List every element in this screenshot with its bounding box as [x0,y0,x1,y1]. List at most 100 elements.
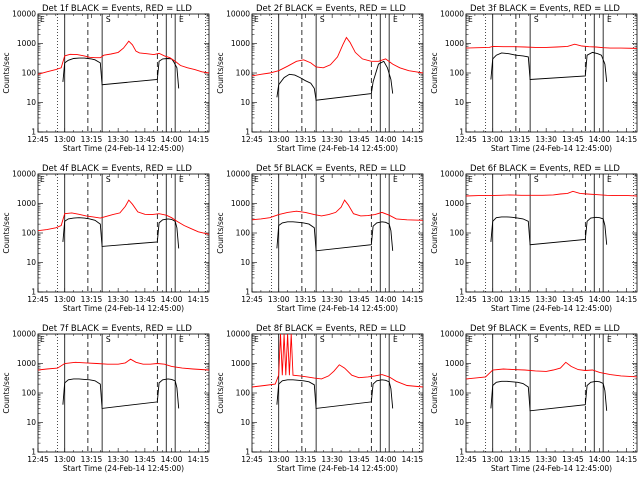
x-tick-label: 14:15 [616,455,638,464]
chart-panel-5: 1 10 100 1000 10000 12:45 13:00 13:15 13:30 13:45… [216,164,424,313]
x-tick-label: 14:15 [402,135,424,144]
y-tick-label: 10 [26,98,36,107]
marker-label: E [179,15,184,24]
x-tick-label: 13:00 [54,135,76,144]
x-tick-label: 13:30 [535,455,557,464]
y-tick-label: 100 [22,389,37,398]
x-tick-label: 13:45 [134,135,156,144]
chart-title: Det 9f BLACK = Events, RED = LLD [470,324,620,334]
marker-label: S [106,335,111,344]
x-tick-label: 12:45 [455,455,477,464]
x-axis-label: Start Time (24-Feb-14 12:45:00) [491,464,612,473]
y-tick-label: 1000 [445,199,464,208]
series-events-line [490,216,608,246]
series-events-line [276,60,394,101]
x-tick-label: 13:00 [54,295,76,304]
marker-label: S [320,175,325,184]
series-events-line [490,51,608,82]
x-tick-label: 13:15 [81,455,103,464]
x-tick-label: 13:00 [482,455,504,464]
y-tick-label: 1000 [17,39,36,48]
marker-label: E [40,15,45,24]
x-tick-label: 12:45 [241,135,263,144]
x-tick-label: 13:45 [134,295,156,304]
y-tick-label: 100 [450,69,465,78]
plot-frame [251,173,424,293]
x-tick-label: 13:45 [348,455,370,464]
x-tick-label: 13:00 [268,295,290,304]
x-tick-label: 13:15 [81,295,103,304]
y-tick-label: 1 [245,288,250,297]
y-tick-label: 1 [31,448,36,457]
y-tick-label: 1000 [17,199,36,208]
y-tick-label: 100 [236,69,251,78]
x-tick-label: 12:45 [27,135,49,144]
series-lld-line [251,199,424,221]
series-lld-line [465,190,638,197]
x-tick-label: 13:30 [107,295,129,304]
x-axis-label: Start Time (24-Feb-14 12:45:00) [491,304,612,313]
marker-label: E [393,15,398,24]
x-tick-label: 12:45 [27,455,49,464]
y-tick-label: 10 [454,98,464,107]
y-tick-label: 100 [450,229,465,238]
x-tick-label: 13:30 [321,135,343,144]
y-tick-label: 10000 [226,330,250,339]
x-tick-label: 14:15 [188,135,210,144]
x-tick-label: 13:00 [268,455,290,464]
x-tick-label: 13:45 [348,135,370,144]
y-tick-label: 10000 [440,170,464,179]
series-events-line [276,379,394,409]
x-tick-label: 13:30 [107,455,129,464]
plot-frame [251,13,424,133]
series-events-line [276,221,394,252]
x-tick-label: 12:45 [241,295,263,304]
chart-title: Det 1f BLACK = Events, RED = LLD [42,4,192,14]
y-tick-label: 1 [245,448,250,457]
marker-label: E [607,335,612,344]
y-tick-label: 10000 [226,170,250,179]
x-tick-label: 14:15 [188,455,210,464]
x-tick-label: 13:15 [295,135,317,144]
chart-panel-3: 1 10 100 1000 10000 12:45 13:00 13:15 13:30 13:45… [430,4,638,153]
y-tick-label: 10 [240,418,250,427]
marker-label: E [468,15,473,24]
chart-panel-9: 1 10 100 1000 10000 12:45 13:00 13:15 13:30 13:45… [430,324,638,473]
y-axis-label: Counts/sec [216,212,225,253]
y-tick-label: 100 [450,389,465,398]
x-tick-label: 13:45 [562,455,584,464]
x-tick-label: 14:15 [402,455,424,464]
x-axis-label: Start Time (24-Feb-14 12:45:00) [63,144,184,153]
marker-label: S [320,335,325,344]
chart-panel-6: 1 10 100 1000 10000 12:45 13:00 13:15 13:30 13:45… [430,164,638,313]
y-tick-label: 1000 [231,359,250,368]
y-tick-label: 1000 [445,359,464,368]
y-axis-label: Counts/sec [2,372,11,413]
series-events-line [62,378,180,409]
series-lld-line [251,36,424,77]
y-tick-label: 1 [459,288,464,297]
marker-label: E [393,175,398,184]
y-tick-label: 1000 [231,199,250,208]
y-axis-label: Counts/sec [2,52,11,93]
x-tick-label: 13:30 [535,135,557,144]
series-events-line [62,217,180,249]
series-lld-line [251,333,424,388]
x-axis-label: Start Time (24-Feb-14 12:45:00) [277,144,398,153]
x-tick-label: 13:15 [295,295,317,304]
chart-panel-8: 1 10 100 1000 10000 12:45 13:00 13:15 13:30 13:45… [216,324,424,473]
x-tick-label: 14:00 [161,135,183,144]
x-tick-label: 14:00 [161,295,183,304]
x-tick-label: 13:45 [348,295,370,304]
plot-frame [465,333,638,453]
y-tick-label: 10 [240,98,250,107]
marker-label: E [254,15,259,24]
x-tick-label: 12:45 [455,135,477,144]
chart-title: Det 3f BLACK = Events, RED = LLD [470,4,620,14]
marker-label: E [468,335,473,344]
marker-label: S [320,15,325,24]
x-tick-label: 13:00 [482,295,504,304]
marker-label: E [40,335,45,344]
y-tick-label: 1 [31,128,36,137]
y-axis-label: Counts/sec [216,372,225,413]
